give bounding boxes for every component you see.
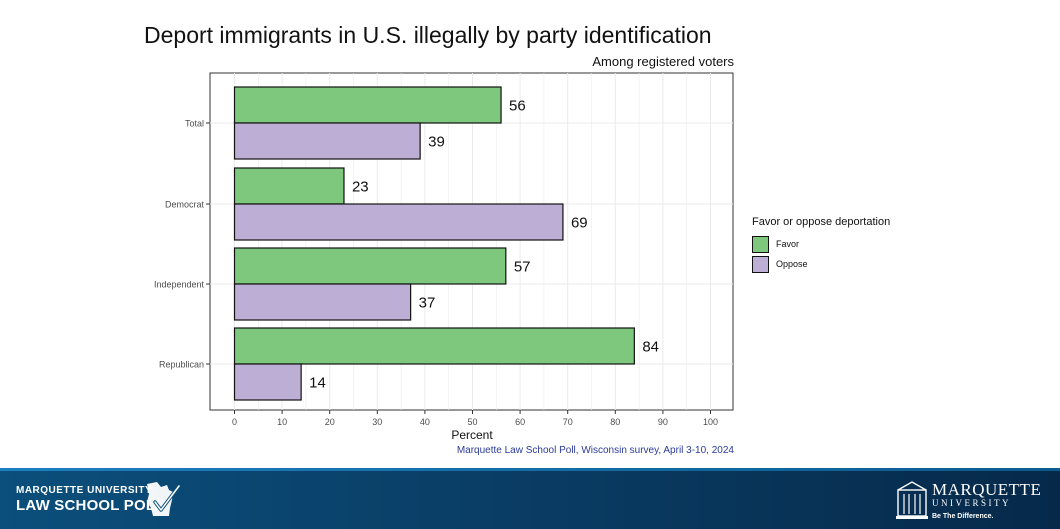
- marquette-logo-tagline: Be The Difference.: [932, 513, 994, 520]
- x-tick-label: 40: [420, 417, 430, 427]
- data-label-democrat-favor: 23: [352, 179, 369, 196]
- bar-republican-favor: [233, 327, 635, 365]
- x-tick-label: 80: [610, 417, 620, 427]
- bar-chart: 56 39 Total 23 69 Democrat 57 37 Independent 84 14…: [154, 72, 734, 442]
- x-tick-label: 0: [232, 417, 237, 427]
- bar-democrat-oppose: [233, 203, 564, 241]
- y-tick-label-independent: Independent: [154, 280, 205, 290]
- chart-title: Deport immigrants in U.S. illegally by p…: [144, 22, 712, 48]
- x-tick-label: 60: [515, 417, 525, 427]
- footer-stripe: [0, 468, 1060, 471]
- legend-swatch-favor: [752, 235, 769, 253]
- legend-label-favor: Favor: [776, 239, 800, 249]
- footer-banner: MARQUETTE UNIVERSITY LAW SCHOOL POLL MAR…: [0, 468, 1060, 529]
- data-label-republican-oppose: 14: [309, 375, 326, 392]
- marquette-building-icon: [896, 481, 928, 519]
- y-tick-label-republican: Republican: [159, 360, 204, 370]
- legend-item-oppose: Oppose: [752, 254, 890, 274]
- chart-subtitle: Among registered voters: [592, 54, 734, 69]
- bar-total-favor: [233, 86, 502, 124]
- wisconsin-checkmark-icon: [147, 482, 181, 516]
- marquette-logo-university: UNIVERSITY: [932, 498, 1011, 508]
- source-note: Marquette Law School Poll, Wisconsin sur…: [456, 445, 734, 456]
- legend-title: Favor or oppose deportation: [752, 216, 891, 228]
- y-tick-label-total: Total: [185, 119, 204, 129]
- data-label-independent-oppose: 37: [419, 295, 436, 312]
- bar-total-oppose: [233, 122, 421, 160]
- law-school-poll-logo: MARQUETTE UNIVERSITY LAW SCHOOL POLL: [16, 485, 165, 514]
- x-tick-label: 100: [703, 417, 718, 427]
- legend-item-favor: Favor: [752, 234, 890, 254]
- x-tick-label: 10: [277, 417, 287, 427]
- x-tick-label: 50: [467, 417, 477, 427]
- x-tick-label: 20: [325, 417, 335, 427]
- marquette-logo-name: MARQUETTE: [932, 480, 1042, 499]
- bar-independent-oppose: [233, 283, 412, 321]
- legend-label-oppose: Oppose: [776, 259, 808, 269]
- data-label-independent-favor: 57: [514, 259, 531, 276]
- legend: Favor or oppose deportation Favor Oppose: [752, 216, 890, 274]
- x-tick-label: 30: [372, 417, 382, 427]
- bar-republican-oppose: [233, 363, 302, 401]
- legend-swatch-oppose: [752, 255, 769, 273]
- data-label-total-favor: 56: [509, 98, 526, 115]
- x-axis-label: Percent: [451, 428, 493, 442]
- data-label-total-oppose: 39: [428, 134, 445, 151]
- data-label-republican-favor: 84: [642, 339, 659, 356]
- x-tick-label: 70: [563, 417, 573, 427]
- y-tick-label-democrat: Democrat: [165, 200, 205, 210]
- x-tick-label: 90: [658, 417, 668, 427]
- law-school-poll-logo-line1: MARQUETTE UNIVERSITY: [16, 485, 153, 496]
- bar-democrat-favor: [233, 167, 345, 205]
- law-school-poll-logo-line2: LAW SCHOOL POLL: [16, 497, 165, 514]
- data-label-democrat-oppose: 69: [571, 215, 588, 232]
- bar-independent-favor: [233, 247, 507, 285]
